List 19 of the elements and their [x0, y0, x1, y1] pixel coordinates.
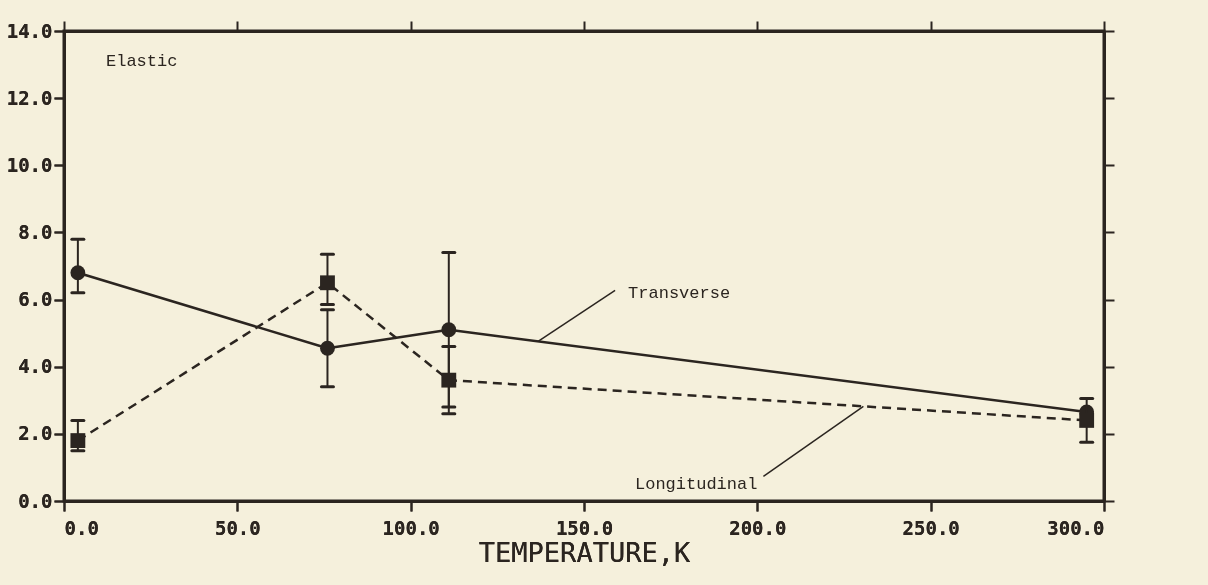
y-tick-label: 2.0: [18, 422, 53, 445]
y-tick-label: 4.0: [18, 355, 53, 378]
y-tick-label: 14.0: [6, 19, 53, 42]
text: Longitudinal: [634, 475, 758, 495]
x-axis-title: TEMPERATURE,K: [478, 536, 691, 568]
y-tick-label: 12.0: [6, 86, 53, 109]
x-tick-label: 300.0: [1047, 516, 1105, 539]
y-tick-label: 8.0: [18, 220, 53, 243]
x-tick-label: 250.0: [902, 516, 960, 539]
y-tick-label: 10.0: [6, 153, 53, 176]
x-tick-label: 50.0: [214, 516, 261, 539]
annotation: Elastic: [106, 52, 178, 71]
x-tick-label: 200.0: [729, 516, 787, 539]
text: Transverse: [628, 284, 731, 304]
y-tick-label: 0.0: [18, 489, 53, 512]
x-tick-label: 0.0: [64, 516, 99, 539]
y-tick-label: 6.0: [18, 288, 53, 311]
x-tick-label: 100.0: [382, 516, 440, 539]
x-tick-label: 150.0: [555, 516, 614, 539]
